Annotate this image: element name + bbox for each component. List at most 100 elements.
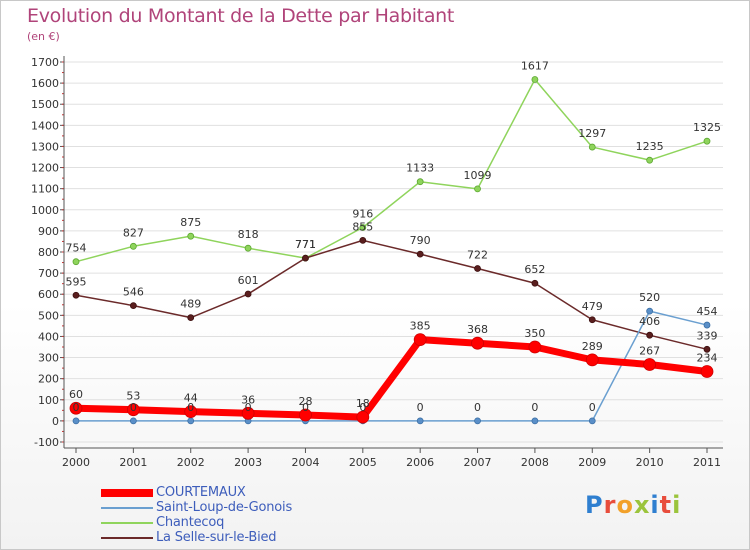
y-tick-label: 600 — [38, 288, 59, 301]
chart-title: Evolution du Montant de la Dette par Hab… — [27, 5, 455, 27]
x-tick-label: 2007 — [464, 456, 492, 469]
data-point — [129, 302, 137, 310]
y-tick-label: 200 — [38, 373, 59, 386]
data-label: 1099 — [464, 169, 492, 182]
data-point — [299, 408, 312, 422]
data-label: 0 — [589, 401, 596, 414]
data-label: 0 — [130, 401, 137, 414]
x-tick-label: 2009 — [578, 456, 606, 469]
data-label: 771 — [295, 238, 316, 251]
data-point — [72, 258, 80, 266]
data-point — [471, 336, 484, 350]
data-point — [474, 185, 481, 193]
x-tick-label: 2008 — [521, 456, 549, 469]
data-label: 339 — [697, 329, 718, 342]
data-label: 790 — [410, 234, 431, 247]
data-label: 267 — [639, 345, 660, 358]
data-label: 754 — [66, 242, 87, 255]
logo-letter: o — [616, 491, 634, 519]
data-label: 0 — [302, 401, 309, 414]
data-label: 722 — [467, 248, 488, 261]
y-tick-label: 1200 — [31, 162, 59, 175]
data-label: 771 — [295, 238, 316, 251]
data-point — [359, 224, 367, 231]
data-point — [700, 365, 714, 378]
y-tick-label: 1600 — [31, 77, 59, 90]
x-tick-label: 2006 — [406, 456, 434, 469]
data-label: 406 — [639, 315, 660, 328]
data-point — [187, 232, 195, 240]
data-point — [416, 178, 424, 186]
data-point — [241, 406, 255, 420]
data-point — [585, 353, 599, 367]
data-label: 0 — [245, 401, 252, 414]
data-label: 1617 — [521, 60, 549, 73]
y-tick-label: 1000 — [31, 204, 59, 217]
data-point — [531, 279, 539, 287]
data-point — [703, 137, 711, 145]
data-point — [643, 358, 657, 371]
y-tick-label: 1400 — [31, 119, 59, 132]
data-point — [588, 417, 596, 425]
data-label: 546 — [123, 286, 144, 299]
x-tick-label: 2005 — [349, 456, 377, 469]
data-point — [474, 265, 481, 272]
data-point — [531, 76, 539, 83]
data-point — [184, 405, 198, 419]
y-tick-label: 700 — [38, 267, 59, 280]
legend-label: Chantecoq — [156, 515, 225, 530]
proxiti-logo: Proxiti — [585, 491, 681, 519]
data-label: 652 — [524, 263, 545, 276]
data-point — [129, 417, 137, 425]
data-label: 350 — [524, 327, 545, 340]
series-line-0 — [72, 336, 711, 421]
data-label: 0 — [531, 401, 538, 414]
data-label: 368 — [467, 323, 488, 336]
y-tick-label: 300 — [38, 352, 59, 365]
data-label: 36 — [241, 393, 255, 406]
y-tick-label: 500 — [38, 309, 59, 322]
x-tick-label: 2011 — [693, 456, 721, 469]
data-label: 489 — [180, 298, 201, 311]
data-label: 385 — [410, 320, 431, 333]
data-point — [356, 410, 370, 424]
legend-swatch — [101, 537, 153, 539]
data-label: 855 — [352, 220, 373, 233]
legend-swatch — [101, 507, 153, 509]
data-point — [646, 307, 654, 315]
data-label: 1133 — [406, 162, 434, 175]
data-point — [244, 244, 252, 252]
data-label: 1297 — [578, 127, 606, 140]
data-label: 44 — [184, 392, 198, 405]
data-label: 1235 — [636, 140, 664, 153]
data-label: 827 — [123, 226, 144, 239]
legend-swatch — [101, 489, 153, 497]
series-line-2 — [75, 78, 708, 263]
data-point — [416, 417, 424, 425]
logo-letter: i — [650, 491, 660, 519]
unit-label: (en €) — [27, 30, 60, 43]
data-label: 0 — [417, 401, 424, 414]
data-label: 818 — [238, 228, 259, 241]
data-label: 916 — [352, 208, 373, 221]
legend-label: COURTEMAUX — [156, 485, 246, 500]
data-label: 875 — [180, 216, 201, 229]
data-label: 0 — [73, 401, 80, 414]
y-tick-label: 1100 — [31, 183, 59, 196]
data-label: 28 — [298, 395, 312, 408]
data-point — [72, 291, 80, 299]
data-label: 595 — [66, 275, 87, 288]
data-label: 0 — [359, 401, 366, 414]
data-point — [646, 331, 654, 339]
legend-swatch — [101, 522, 153, 524]
data-point — [531, 417, 539, 425]
legend-label: La Selle-sur-le-Bied — [156, 530, 277, 545]
data-label: 53 — [126, 390, 140, 403]
logo-letter: t — [659, 491, 673, 519]
data-label: 479 — [582, 300, 603, 313]
data-point — [474, 417, 481, 425]
y-tick-label: 1300 — [31, 140, 59, 153]
data-point — [588, 316, 596, 324]
